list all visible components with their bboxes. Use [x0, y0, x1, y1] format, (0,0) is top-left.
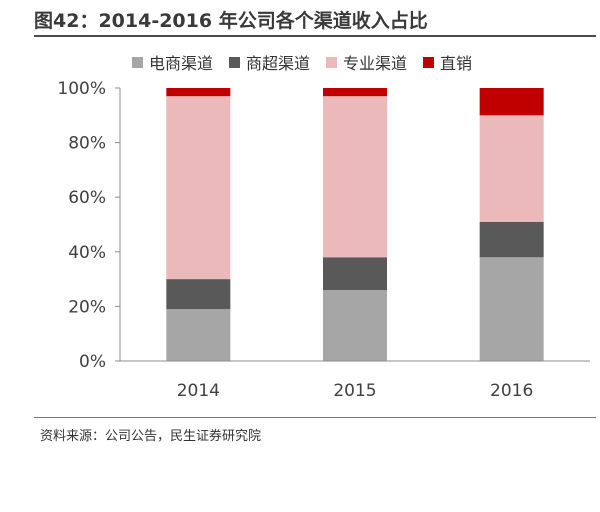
stacked-bar-chart: 0% 20% 40% 60% 80% 100% 2014 2015 2016 — [57, 79, 590, 401]
legend-label-ecommerce: 电商渠道 — [149, 54, 214, 73]
title-divider — [34, 35, 596, 37]
legend-label-professional: 专业渠道 — [343, 54, 408, 73]
legend-item-ecommerce: 电商渠道 — [132, 50, 213, 74]
chart-title: 图42：2014-2016 年公司各个渠道收入占比 — [34, 10, 428, 32]
legend-swatch-professional — [326, 56, 338, 68]
y-tick-label: 40% — [68, 243, 106, 263]
bar-segment — [323, 96, 387, 258]
x-tick-label: 2014 — [177, 381, 220, 401]
source-divider — [34, 417, 596, 418]
chart-legend: 电商渠道 商超渠道 专业渠道 直销 — [132, 50, 488, 74]
x-tick-label: 2016 — [490, 381, 533, 401]
bar-segment — [166, 96, 231, 280]
bar-segment — [166, 88, 231, 97]
bar-segment — [479, 257, 544, 361]
bar-segment — [323, 290, 387, 361]
y-tick-label: 60% — [68, 188, 106, 208]
y-tick-label: 20% — [68, 297, 106, 317]
bar-segment — [479, 221, 544, 258]
y-tick-label: 80% — [68, 134, 106, 154]
source-note: 资料来源：公司公告，民生证券研究院 — [40, 429, 262, 444]
legend-label-supermarket: 商超渠道 — [246, 54, 311, 73]
legend-item-supermarket: 商超渠道 — [229, 50, 310, 74]
bar-segment — [479, 115, 544, 222]
bar-segment — [323, 257, 387, 291]
y-tick-label: 100% — [57, 79, 106, 99]
bar-segment — [479, 88, 544, 116]
bar-segment — [323, 88, 387, 97]
legend-swatch-ecommerce — [132, 56, 143, 68]
y-tick-label: 0% — [79, 352, 106, 372]
legend-swatch-direct — [423, 56, 435, 68]
legend-label-direct: 直销 — [440, 54, 473, 73]
bar-segment — [166, 309, 231, 361]
legend-item-professional: 专业渠道 — [326, 50, 407, 74]
legend-item-direct: 直销 — [423, 50, 472, 74]
bar-segment — [166, 279, 231, 310]
x-tick-label: 2015 — [333, 381, 376, 401]
legend-swatch-supermarket — [229, 56, 241, 68]
